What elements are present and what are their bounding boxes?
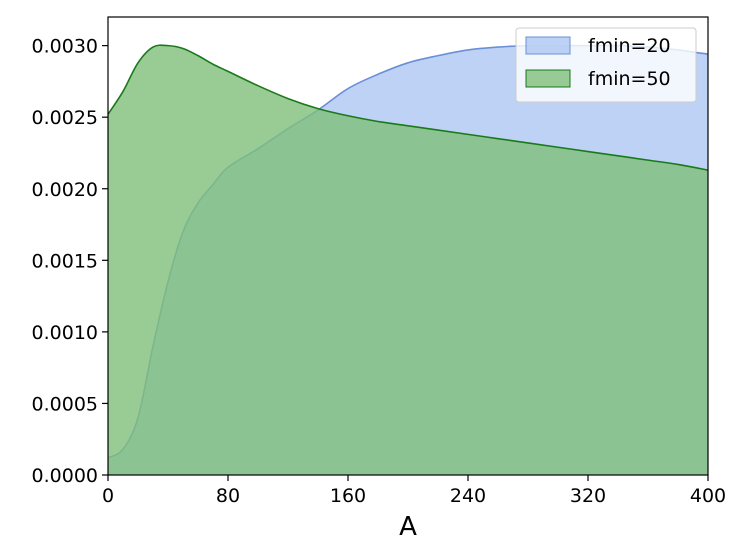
y-tick-label: 0.0030	[32, 36, 98, 58]
series-line-fmin-50	[107, 44, 709, 171]
x-axis-label: A	[399, 512, 417, 542]
legend-swatch-fmin-20	[525, 36, 571, 55]
legend: fmin=20 fmin=50	[515, 27, 697, 103]
y-tick-label: 0.0015	[32, 250, 98, 272]
legend-swatch-fmin-50	[525, 69, 571, 88]
y-tick-label: 0.0005	[32, 393, 98, 415]
x-tick-label: 320	[570, 485, 606, 507]
series-layer	[107, 44, 709, 476]
area-fill-fmin-50	[108, 45, 708, 476]
y-tick-label: 0.0010	[32, 322, 98, 344]
x-tick-label: 400	[690, 485, 726, 507]
y-tick-label: 0.0025	[32, 107, 98, 129]
legend-label-fmin-20: fmin=20	[588, 35, 671, 57]
y-tick-label: 0.0000	[32, 465, 98, 487]
x-tick-label: 240	[450, 485, 486, 507]
legend-label-fmin-50: fmin=50	[588, 68, 671, 90]
axis-layer: 0 80 160 240 320 400 0.0000 0.0005 0.0010 0.0015 0…	[32, 36, 727, 507]
plot-frame	[107, 16, 709, 476]
x-tick-label: 80	[216, 485, 240, 507]
x-tick-label: 160	[330, 485, 366, 507]
y-tick-label: 0.0020	[32, 179, 98, 201]
x-tick-label: 0	[102, 485, 114, 507]
